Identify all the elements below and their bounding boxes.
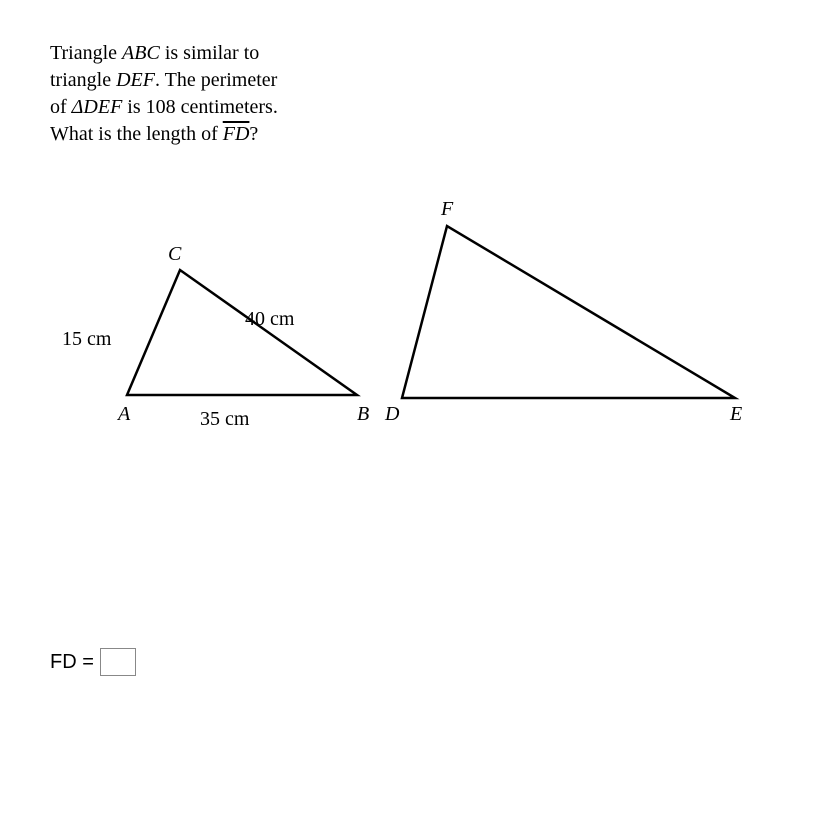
problem-line-2: triangle DEF. The perimeter xyxy=(50,67,777,94)
triangle-def-symbol: ΔDEF xyxy=(72,96,123,118)
segment-fd: FD xyxy=(223,123,250,145)
problem-statement: Triangle ABC is similar to triangle DEF.… xyxy=(50,40,777,148)
problem-line-3: of ΔDEF is 108 centimeters. xyxy=(50,94,777,121)
side-ab-length: 35 cm xyxy=(200,408,249,431)
vertex-label-d: D xyxy=(385,403,399,426)
vertex-label-e: E xyxy=(730,403,742,426)
triangle-abc-name: ABC xyxy=(122,42,160,64)
answer-row: FD = xyxy=(50,648,777,676)
text: triangle xyxy=(50,69,116,91)
side-cb-length: 40 cm xyxy=(245,308,294,331)
text: . The perimeter xyxy=(155,69,277,91)
text: Triangle xyxy=(50,42,122,64)
vertex-label-a: A xyxy=(118,403,130,426)
triangle-def-name: DEF xyxy=(116,69,155,91)
answer-label: FD = xyxy=(50,651,94,674)
problem-line-1: Triangle ABC is similar to xyxy=(50,40,777,67)
triangles-svg xyxy=(50,188,750,468)
answer-input[interactable] xyxy=(100,648,136,676)
vertex-label-c: C xyxy=(168,243,181,266)
vertex-label-f: F xyxy=(441,198,453,221)
text: is 108 centimeters. xyxy=(122,96,278,118)
vertex-label-b: B xyxy=(357,403,369,426)
diagram: A B C D E F 15 cm 40 cm 35 cm xyxy=(50,188,750,468)
text: What is the length of xyxy=(50,123,223,145)
problem-line-4: What is the length of FD? xyxy=(50,121,777,148)
side-ac-length: 15 cm xyxy=(62,328,111,351)
text: of xyxy=(50,96,72,118)
text: is similar to xyxy=(160,42,259,64)
text: ? xyxy=(249,123,258,145)
